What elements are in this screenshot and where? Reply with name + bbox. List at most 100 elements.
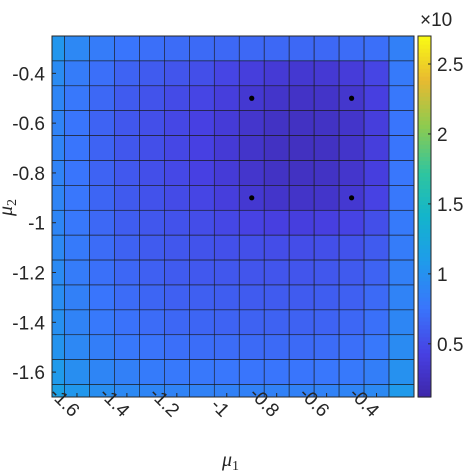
heatmap-cell bbox=[313, 209, 340, 236]
heatmap-cell bbox=[288, 334, 315, 360]
heatmap-cell bbox=[263, 135, 290, 161]
heatmap-cell bbox=[213, 35, 240, 62]
heatmap-cell bbox=[64, 334, 90, 360]
colorbar-segment bbox=[418, 284, 431, 290]
heatmap-cell bbox=[164, 234, 190, 261]
colorbar-segment bbox=[418, 236, 431, 242]
colorbar-tick-label: 2 bbox=[437, 125, 448, 146]
colorbar-segment bbox=[418, 144, 431, 149]
heatmap-cell bbox=[313, 309, 340, 336]
heatmap-cell bbox=[164, 85, 190, 111]
heatmap-cell bbox=[139, 160, 165, 186]
heatmap-cell bbox=[89, 359, 115, 385]
heatmap-cell bbox=[288, 85, 315, 111]
colorbar-segment bbox=[418, 340, 431, 346]
heatmap-cell bbox=[189, 60, 215, 87]
heatmap-cell bbox=[189, 384, 215, 398]
heatmap-cell bbox=[213, 359, 240, 385]
marker-point bbox=[249, 95, 255, 101]
heatmap-cell bbox=[189, 185, 215, 211]
colorbar-segment bbox=[418, 96, 431, 101]
heatmap-cell bbox=[114, 359, 140, 385]
colorbar-segment bbox=[418, 296, 431, 302]
heatmap-cells bbox=[51, 35, 415, 398]
heatmap-cell bbox=[313, 35, 340, 62]
colorbar-segment bbox=[418, 60, 431, 65]
heatmap-cell bbox=[51, 234, 65, 261]
colorbar-segment bbox=[418, 104, 431, 109]
colorbar-segment bbox=[418, 240, 431, 246]
y-tick-label: -1.6 bbox=[12, 363, 45, 384]
heatmap-cell bbox=[164, 359, 190, 385]
heatmap-cell bbox=[114, 35, 140, 62]
heatmap-cell bbox=[238, 334, 265, 360]
colorbar-segment bbox=[418, 300, 431, 306]
heatmap-cell bbox=[338, 110, 365, 136]
heatmap-cell bbox=[388, 209, 415, 236]
heatmap-cell bbox=[189, 160, 215, 186]
heatmap-cell bbox=[238, 209, 265, 236]
heatmap-cell bbox=[363, 160, 390, 186]
heatmap-cell bbox=[139, 359, 165, 385]
colorbar-segment bbox=[418, 372, 431, 378]
heatmap-cell bbox=[89, 234, 115, 261]
colorbar-segment bbox=[418, 324, 431, 330]
heatmap-cell bbox=[139, 85, 165, 111]
heatmap-cell bbox=[263, 234, 290, 261]
heatmap-cell bbox=[139, 60, 165, 87]
colorbar: 0.5 1 1.5 2 2.5 bbox=[417, 35, 463, 398]
heatmap-cell bbox=[388, 384, 415, 398]
heatmap-cell bbox=[164, 110, 190, 136]
heatmap-cell bbox=[313, 284, 340, 311]
colorbar-segment bbox=[418, 212, 431, 218]
heatmap-cell bbox=[288, 234, 315, 261]
heatmap-cell bbox=[89, 135, 115, 161]
heatmap-cell bbox=[388, 85, 415, 111]
heatmap-cell bbox=[388, 284, 415, 311]
heatmap-cell bbox=[238, 35, 265, 62]
heatmap-cell bbox=[189, 35, 215, 62]
heatmap-cell bbox=[238, 160, 265, 186]
heatmap-cell bbox=[263, 209, 290, 236]
colorbar-segment bbox=[418, 232, 431, 238]
heatmap-cell bbox=[338, 35, 365, 62]
colorbar-segment bbox=[418, 332, 431, 338]
heatmap-cell bbox=[139, 110, 165, 136]
heatmap-cell bbox=[164, 160, 190, 186]
heatmap-cell bbox=[288, 309, 315, 336]
colorbar-segment bbox=[418, 288, 431, 294]
colorbar-segment bbox=[418, 120, 431, 125]
heatmap-cell bbox=[263, 60, 290, 87]
heatmap-cell bbox=[213, 160, 240, 186]
heatmap-cell bbox=[263, 160, 290, 186]
heatmap-cell bbox=[89, 334, 115, 360]
colorbar-tick-label: 1.5 bbox=[437, 195, 463, 216]
heatmap-cell bbox=[164, 284, 190, 311]
y-tick-label: -1 bbox=[28, 214, 45, 235]
heatmap-cell bbox=[139, 309, 165, 336]
heatmap-cell bbox=[388, 359, 415, 385]
heatmap-cell bbox=[363, 284, 390, 311]
heatmap-cell bbox=[213, 309, 240, 336]
heatmap-cell bbox=[238, 110, 265, 136]
colorbar-tick-label: 1 bbox=[437, 265, 448, 286]
colorbar-segment bbox=[418, 160, 431, 165]
colorbar-segment bbox=[418, 276, 431, 282]
colorbar-segment bbox=[418, 192, 431, 198]
heatmap-cell bbox=[263, 359, 290, 385]
y-tick-label: -0.6 bbox=[12, 114, 45, 135]
y-tick-label: -1.4 bbox=[12, 313, 45, 334]
heatmap-cell bbox=[338, 160, 365, 186]
heatmap-cell bbox=[213, 185, 240, 211]
colorbar-segment bbox=[418, 364, 431, 370]
heatmap-cell bbox=[89, 85, 115, 111]
heatmap-cell bbox=[213, 85, 240, 111]
heatmap-cell bbox=[213, 334, 240, 360]
colorbar-segment bbox=[418, 168, 431, 173]
heatmap-cell bbox=[164, 185, 190, 211]
colorbar-segment bbox=[418, 64, 431, 69]
heatmap-cell bbox=[89, 160, 115, 186]
marker-point bbox=[348, 95, 355, 101]
colorbar-segment bbox=[418, 140, 431, 145]
heatmap-cell bbox=[263, 35, 290, 62]
